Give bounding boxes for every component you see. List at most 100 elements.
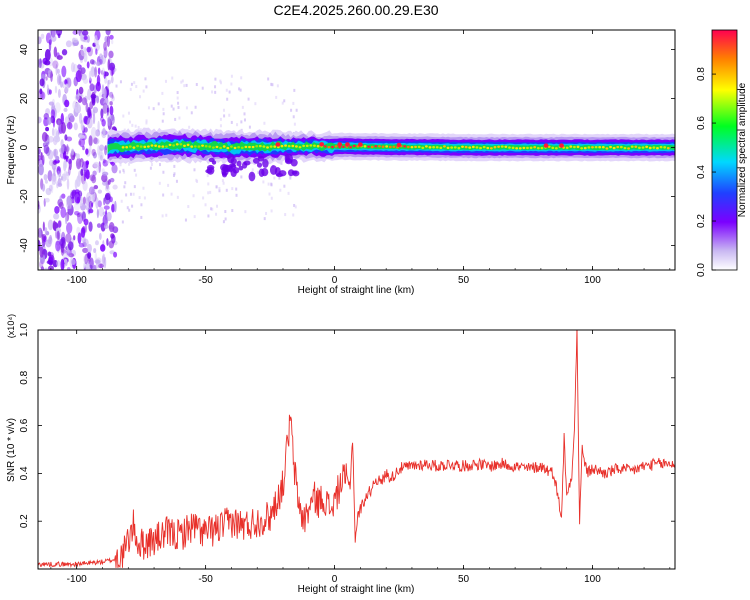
spectrogram-noise-cell bbox=[70, 62, 75, 73]
spectrogram-scatter-cell bbox=[119, 163, 122, 167]
spectrogram-noise-cell bbox=[60, 231, 66, 244]
spectrogram-noise-cell bbox=[82, 180, 88, 192]
spectrogram-noise-cell bbox=[60, 122, 67, 134]
spectrogram-scatter-cell bbox=[228, 90, 231, 94]
spectrogram-core-cell bbox=[504, 145, 508, 149]
spectrogram-noise-cell bbox=[87, 251, 92, 259]
colorbar-tick-label: 0.0 bbox=[696, 263, 707, 277]
spectrogram-core-cell bbox=[533, 146, 537, 149]
spectrogram-noise-cell bbox=[111, 203, 115, 213]
spectrogram-core-cell bbox=[172, 144, 176, 147]
spectrogram-scatter-cell bbox=[181, 79, 184, 83]
spectrogram-scatter-cell bbox=[206, 174, 209, 178]
spectrogram-noise-cell bbox=[39, 58, 42, 69]
spectrogram-noise-cell bbox=[89, 257, 94, 270]
spectrogram-scatter-cell bbox=[275, 95, 278, 99]
spectrogram-peak bbox=[357, 142, 363, 147]
spectrogram-noise-cell bbox=[45, 187, 52, 196]
spectrogram-scatter-cell bbox=[157, 102, 160, 106]
spectrogram-scatter-cell bbox=[231, 187, 234, 191]
spectrogram-noise-cell bbox=[64, 134, 68, 141]
spectrogram-scatter-cell bbox=[273, 176, 276, 180]
spectrogram-noise-cell bbox=[57, 170, 61, 179]
spectrogram-scatter-cell bbox=[187, 205, 190, 209]
spectrogram-panel: -100 -50 0 50 100 -40 -20 0 20 40 Height of strai… bbox=[6, 29, 676, 296]
spectrogram-noise-cell bbox=[86, 61, 90, 69]
spectrogram-noise-cell bbox=[44, 179, 48, 184]
spectrogram-scatter-cell bbox=[218, 186, 221, 190]
spectrogram-blob bbox=[228, 165, 234, 173]
spectrogram-noise-cell bbox=[99, 154, 103, 161]
spectrogram-noise-cell bbox=[82, 196, 86, 205]
spectrogram-noise-cell bbox=[54, 135, 61, 143]
spectrogram-noise-cell bbox=[43, 235, 47, 243]
spectrogram-scatter-cell bbox=[143, 196, 146, 200]
spectrogram-scatter-cell bbox=[292, 213, 295, 217]
spectrogram-core-cell bbox=[421, 146, 425, 149]
spectrogram-noise-cell bbox=[95, 197, 99, 209]
spectrogram-scatter-cell bbox=[183, 84, 186, 88]
spectrogram-core-cell bbox=[298, 145, 302, 149]
spectrogram-noise-cell bbox=[80, 67, 86, 75]
spectrogram-noise-cell bbox=[75, 157, 82, 170]
spectrogram-core-cell bbox=[175, 143, 179, 146]
snr-panel: -100 -50 0 50 100 0.2 0.4 0.6 0.8 1.0 Height of s… bbox=[6, 314, 676, 595]
spectrogram-core-cell bbox=[273, 145, 277, 148]
spectrogram-scatter-cell bbox=[224, 217, 227, 221]
spectrogram-scatter-cell bbox=[239, 88, 242, 92]
spectrogram-xlabel: Height of straight line (km) bbox=[298, 285, 415, 296]
spectrogram-noise-cell bbox=[41, 131, 48, 142]
spectrogram-core-cell bbox=[211, 146, 215, 149]
spectrogram-scatter-cell bbox=[135, 173, 138, 177]
spectrogram-noise-cell bbox=[101, 255, 105, 267]
spectrogram-peak bbox=[337, 142, 343, 147]
spectrogram-core-cell bbox=[305, 144, 309, 148]
spectrogram-noise-cell bbox=[78, 242, 85, 248]
spectrogram-noise-cell bbox=[64, 260, 68, 266]
spectrogram-core-cell bbox=[215, 145, 219, 149]
snr-frame bbox=[37, 329, 676, 570]
spectrogram-core-cell bbox=[609, 145, 612, 149]
spectrogram-noise-cell bbox=[63, 107, 68, 112]
spectrogram-ytick-label: 40 bbox=[19, 44, 30, 56]
spectrogram-scatter-cell bbox=[137, 125, 140, 129]
spectrogram-noise-cell bbox=[53, 213, 60, 220]
spectrogram-core-cell bbox=[594, 145, 598, 149]
spectrogram-xtick-label: 50 bbox=[458, 275, 470, 286]
spectrogram-noise-cell bbox=[84, 224, 88, 233]
spectrogram-blob bbox=[248, 171, 256, 182]
spectrogram-noise-cell bbox=[60, 113, 64, 125]
spectrogram-noise-cell bbox=[78, 113, 83, 124]
spectrogram-noise-cell bbox=[111, 66, 114, 77]
spectrogram-scatter-cell bbox=[214, 85, 217, 89]
spectrogram-noise-cell bbox=[96, 74, 101, 87]
spectrogram-noise-cell bbox=[104, 192, 111, 201]
spectrogram-noise-cell bbox=[90, 126, 97, 139]
spectrogram-core-cell bbox=[367, 145, 371, 148]
spectrogram-image bbox=[38, 30, 675, 270]
spectrogram-scatter-cell bbox=[184, 218, 187, 222]
spectrogram-noise-cell bbox=[80, 44, 84, 50]
spectrogram-core-cell bbox=[666, 147, 670, 150]
spectrogram-core-cell bbox=[154, 144, 158, 147]
spectrogram-scatter-cell bbox=[188, 125, 191, 129]
spectrogram-noise-cell bbox=[52, 115, 56, 128]
colorbar-tick-label: 0.4 bbox=[696, 165, 707, 179]
spectrogram-noise-cell bbox=[78, 134, 86, 139]
snr-xlabel: Height of straight line (km) bbox=[298, 584, 415, 595]
spectrogram-core-cell bbox=[323, 145, 327, 148]
spectrogram-noise-cell bbox=[67, 113, 74, 121]
spectrogram-noise-cell bbox=[95, 61, 101, 67]
spectrogram-noise-cell bbox=[75, 70, 82, 83]
spectrogram-scatter-cell bbox=[284, 213, 287, 217]
spectrogram-noise-cell bbox=[45, 76, 48, 81]
spectrogram-scatter-cell bbox=[219, 79, 222, 83]
spectrogram-noise-cell bbox=[71, 154, 76, 161]
snr-xtick-label: 50 bbox=[458, 574, 470, 585]
spectrogram-core-cell bbox=[482, 145, 486, 149]
spectrogram-core-cell bbox=[201, 144, 204, 147]
spectrogram-scatter-cell bbox=[294, 205, 297, 209]
spectrogram-noise-cell bbox=[42, 221, 45, 232]
spectrogram-scatter-cell bbox=[262, 180, 265, 184]
spectrogram-peak bbox=[345, 142, 350, 147]
